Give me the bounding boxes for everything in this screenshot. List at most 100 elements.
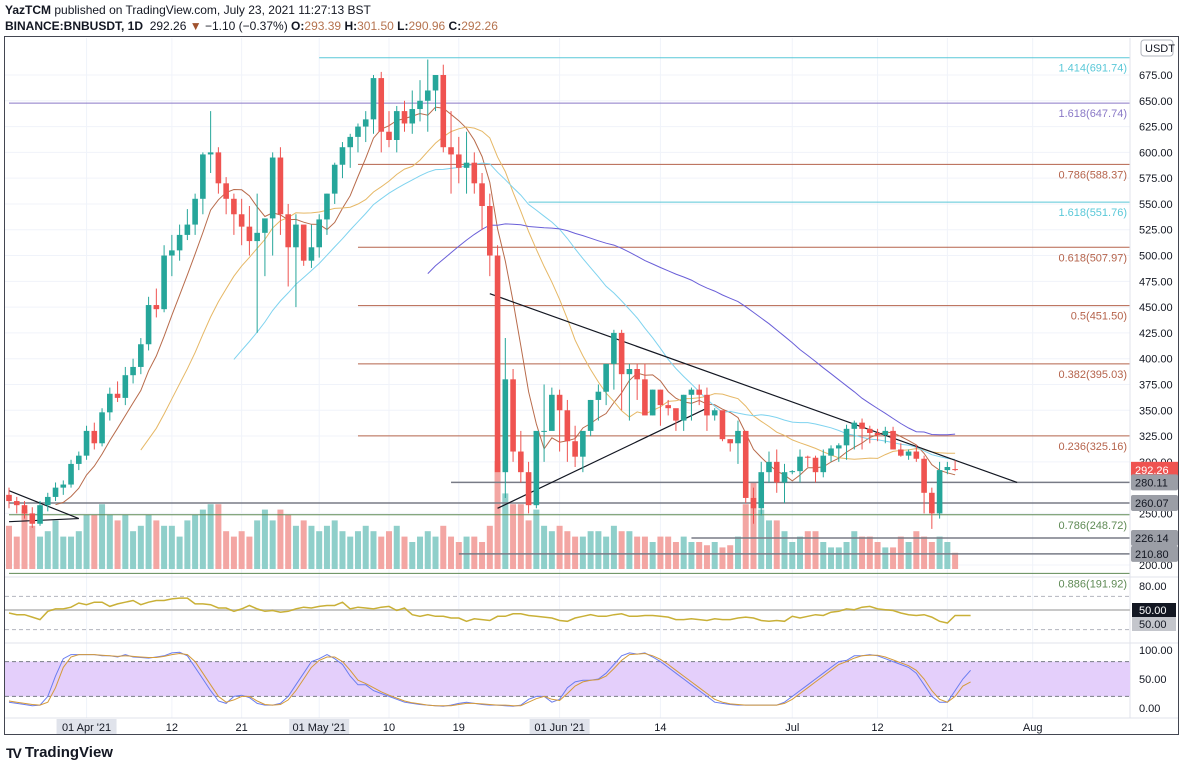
volume-bar	[944, 542, 951, 569]
candle-body	[719, 410, 726, 440]
volume-bar	[711, 542, 718, 569]
volume-bar	[215, 504, 222, 569]
volume-bar	[672, 542, 679, 569]
ma-200-line	[427, 223, 956, 436]
volume-bar	[843, 542, 850, 569]
stoch-tick-label: 50.00	[1139, 674, 1167, 686]
time-tick-label: Jul	[785, 722, 799, 734]
candle-body	[533, 430, 540, 506]
candle-body	[494, 255, 501, 473]
price-tick-label: 200.00	[1139, 560, 1173, 572]
volume-bar	[913, 531, 920, 569]
candle-body	[812, 457, 819, 473]
candle-body	[378, 78, 385, 132]
stoch-k-line	[8, 651, 971, 707]
volume-bar	[29, 525, 36, 569]
volume-bar	[440, 525, 447, 569]
trendline	[8, 490, 80, 520]
fib-level-label: 0.382(395.03)	[1059, 369, 1128, 381]
time-tick-label: 12	[871, 722, 883, 734]
volume-bar	[610, 525, 617, 569]
candle-body	[874, 432, 881, 436]
candle-body	[114, 393, 121, 398]
volume-bar	[199, 509, 206, 569]
rsi-tick-label: 80.00	[1139, 581, 1167, 593]
volume-bar	[866, 536, 873, 569]
price-tick-label: 250.00	[1139, 508, 1173, 520]
candle-body	[52, 487, 59, 497]
volume-bar	[510, 504, 517, 569]
volume-bar	[145, 515, 152, 569]
volume-bar	[106, 515, 113, 569]
candle-body	[308, 247, 315, 261]
volume-bar	[37, 536, 44, 569]
candle-body	[735, 430, 741, 444]
candle-body	[153, 305, 160, 310]
candle-body	[37, 505, 43, 524]
volume-bar	[603, 536, 610, 569]
candle-body	[161, 255, 167, 310]
candle-body	[316, 219, 322, 248]
volume-bar	[91, 515, 98, 569]
candle-body	[750, 497, 757, 509]
level-labels: 1.414(691.74) 1.618(647.74) 0.786(588.37) 1…	[1059, 63, 1178, 590]
candle-body	[184, 224, 191, 235]
candle-body	[789, 471, 796, 473]
candle-body	[223, 183, 229, 199]
candle-body	[952, 469, 958, 471]
last-price-tag	[1131, 461, 1178, 478]
tradingview-brand[interactable]: TV TradingView	[6, 744, 113, 761]
support-price-tag	[1131, 495, 1178, 512]
chart-frame	[4, 36, 1179, 735]
candle-body	[277, 157, 284, 215]
candle-body	[642, 379, 648, 416]
rsi-line	[8, 597, 971, 624]
support-price-label: 226.14	[1135, 533, 1169, 545]
horizontal-levels	[9, 57, 1130, 574]
candles	[6, 59, 958, 529]
author[interactable]: YazTCM	[5, 3, 52, 17]
volume-bar	[649, 542, 656, 569]
volume-bar	[417, 536, 424, 569]
candle-body	[665, 405, 671, 409]
rsi-mid-tag	[1132, 617, 1176, 631]
candle-body	[200, 154, 206, 199]
low-label: L:	[397, 19, 409, 33]
time-tick-label: 01 May '21	[292, 722, 345, 734]
volume-bar	[424, 531, 431, 569]
price-chart[interactable]: USDT 675.00 650.00 625.00 600.00 575.00 550.00…	[0, 0, 1186, 740]
candle-body	[60, 484, 67, 488]
volume-bar	[269, 520, 276, 569]
volume-bar	[828, 547, 835, 569]
volume-bar	[936, 536, 943, 569]
volume-bar	[347, 536, 354, 569]
volume-bar	[354, 531, 361, 569]
candle-body	[859, 422, 865, 429]
candle-body	[455, 154, 462, 168]
currency-label: USDT	[1145, 43, 1175, 55]
volume-bar	[851, 531, 858, 569]
time-tick-label: 10	[383, 722, 395, 734]
candle-body	[21, 505, 28, 514]
candle-body	[580, 430, 586, 457]
candle-body	[138, 344, 144, 367]
support-price-tag	[1131, 474, 1178, 491]
volume-bar	[835, 547, 842, 569]
support-price-tag	[1131, 545, 1178, 562]
ma-50-line	[140, 126, 956, 460]
volume-bar	[316, 531, 323, 569]
moving-averages	[55, 106, 956, 506]
candle-body	[44, 496, 51, 506]
trendline	[489, 293, 1018, 484]
candle-body	[634, 369, 640, 380]
candle-body	[673, 408, 679, 421]
support-price-label: 280.11	[1135, 477, 1168, 489]
price-tick-label: 325.00	[1139, 431, 1173, 443]
fib-level-label: 0.886(191.92)	[1059, 578, 1128, 590]
fib-level-label: 0.5(451.50)	[1071, 311, 1127, 323]
volume-bar	[168, 525, 175, 569]
volume-bar	[153, 520, 160, 569]
price-tick-label: 525.00	[1139, 225, 1173, 237]
volume-bar	[579, 536, 586, 569]
volume-bar	[905, 542, 912, 569]
